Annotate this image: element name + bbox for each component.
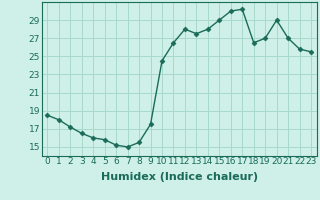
X-axis label: Humidex (Indice chaleur): Humidex (Indice chaleur) — [100, 172, 258, 182]
